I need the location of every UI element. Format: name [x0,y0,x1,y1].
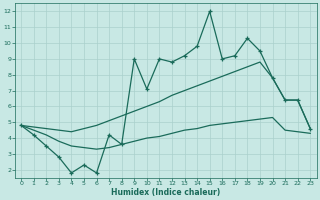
X-axis label: Humidex (Indice chaleur): Humidex (Indice chaleur) [111,188,220,197]
